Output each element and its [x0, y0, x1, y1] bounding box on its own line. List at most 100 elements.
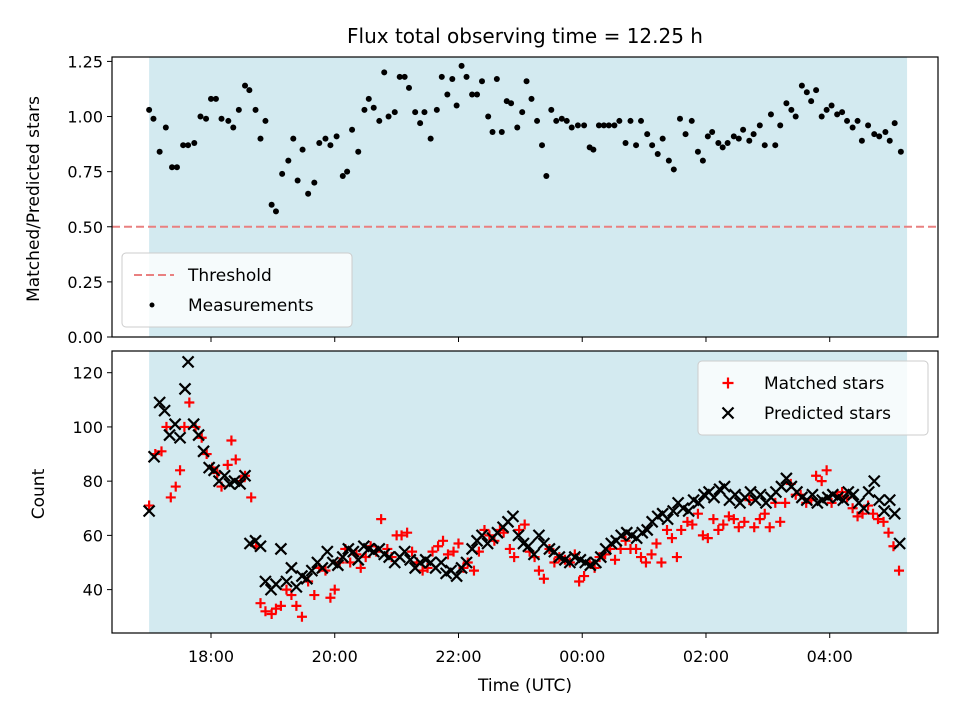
data-point — [412, 109, 419, 116]
data-point — [631, 543, 642, 554]
data-point — [839, 109, 846, 116]
x-tick-label: 20:00 — [312, 647, 358, 666]
y-tick-label: 60 — [83, 526, 103, 545]
data-point — [355, 148, 362, 155]
data-point — [339, 173, 346, 180]
data-point — [627, 117, 634, 124]
data-point — [872, 493, 886, 507]
data-point — [558, 115, 565, 122]
data-point — [846, 488, 860, 501]
data-point — [676, 115, 683, 122]
data-point — [508, 100, 515, 107]
data-point — [688, 117, 695, 124]
data-point — [300, 572, 314, 586]
data-point — [750, 131, 757, 138]
data-point — [728, 514, 739, 525]
data-point — [740, 126, 747, 133]
data-point — [548, 106, 555, 113]
data-point — [376, 514, 387, 525]
data-point — [640, 523, 654, 537]
data-point — [442, 549, 453, 560]
data-point — [813, 87, 820, 94]
y-tick-label: 1.25 — [67, 52, 103, 71]
data-point — [514, 124, 521, 131]
data-point — [329, 584, 340, 595]
y-tick-label: 0.25 — [67, 273, 103, 292]
data-point — [692, 496, 705, 510]
data-point — [828, 102, 835, 109]
data-point — [640, 557, 651, 568]
data-point — [818, 113, 825, 120]
data-point — [351, 553, 365, 567]
data-point — [707, 491, 721, 504]
data-point — [862, 485, 875, 499]
data-point — [146, 106, 153, 113]
data-point — [468, 565, 479, 576]
data-point — [849, 124, 856, 131]
data-point — [676, 524, 687, 535]
data-point — [539, 142, 546, 149]
data-point — [290, 135, 297, 142]
data-point — [156, 148, 163, 155]
data-point — [465, 542, 479, 556]
data-point — [792, 113, 799, 120]
data-point — [610, 554, 621, 565]
data-point — [883, 527, 894, 538]
data-point — [682, 131, 689, 138]
x-tick-label: 22:00 — [435, 647, 481, 666]
data-point — [719, 144, 726, 151]
data-point — [142, 504, 156, 518]
count-panel: 40 60 80 100 120 18:00 20:00 22:00 00:00 02:00 04:… — [72, 350, 939, 666]
data-point — [169, 164, 176, 171]
ratio-panel: 0.00 0.25 0.50 0.75 1.00 1.25 Threshold Measure… — [67, 52, 939, 347]
data-point — [450, 569, 463, 583]
data-point — [444, 91, 451, 98]
data-point — [305, 190, 312, 197]
data-point — [349, 126, 356, 133]
data-point — [651, 538, 662, 549]
data-point — [498, 128, 505, 135]
legend-label: Matched stars — [764, 374, 884, 394]
legend-box — [697, 360, 929, 436]
data-point — [894, 565, 905, 576]
data-point — [670, 166, 677, 173]
data-point — [370, 104, 377, 111]
data-point — [434, 556, 448, 569]
data-point — [718, 519, 729, 530]
data-point — [458, 62, 465, 69]
data-point — [344, 168, 351, 175]
data-point — [438, 73, 445, 80]
data-point — [365, 95, 372, 102]
data-point — [218, 469, 231, 483]
data-point — [654, 151, 661, 158]
data-point — [309, 590, 320, 601]
data-point — [207, 464, 221, 477]
data-point — [893, 537, 906, 550]
x-axis-label: Time (UTC) — [477, 676, 572, 696]
data-point — [863, 500, 874, 511]
data-point — [161, 421, 172, 432]
data-point — [808, 98, 815, 105]
data-point — [798, 82, 805, 89]
data-point — [225, 117, 232, 124]
data-point — [347, 545, 360, 558]
data-point — [649, 142, 656, 149]
data-point — [687, 519, 698, 530]
data-point — [600, 122, 607, 129]
data-point — [527, 548, 541, 561]
data-point — [581, 122, 588, 129]
data-point — [279, 170, 286, 177]
data-point — [595, 122, 602, 129]
data-point — [485, 113, 492, 120]
legend-marker-swatch — [722, 377, 734, 389]
data-point — [417, 120, 424, 127]
data-point — [574, 576, 585, 587]
data-point — [474, 91, 481, 98]
data-point — [868, 508, 879, 519]
x-tick-label: 18:00 — [188, 647, 234, 666]
data-point — [285, 561, 298, 575]
data-point — [534, 117, 541, 124]
data-point — [396, 73, 403, 80]
data-point — [453, 538, 464, 549]
